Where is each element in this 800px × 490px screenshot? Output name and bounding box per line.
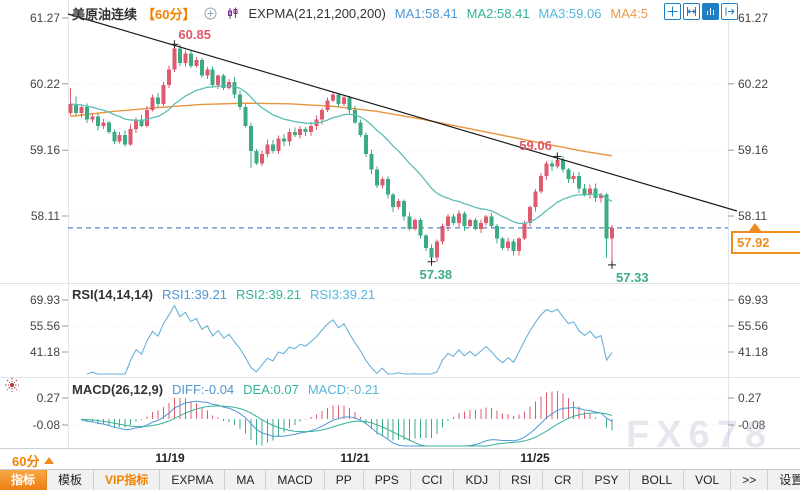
macd-panel-divider bbox=[0, 377, 800, 378]
left-axis-border bbox=[68, 0, 69, 468]
tab-vip-indicators[interactable]: VIP指标 bbox=[94, 470, 161, 490]
tab-templates[interactable]: 模板 bbox=[47, 470, 95, 490]
rsi3-value: RSI3:39.21 bbox=[310, 287, 376, 302]
date-label: 11/25 bbox=[520, 451, 550, 465]
rsi-tick: 55.56 bbox=[29, 319, 60, 333]
price-tick: 59.16 bbox=[29, 143, 60, 157]
indicator-cci[interactable]: CCI bbox=[411, 470, 455, 490]
macd-tick: -0.08 bbox=[32, 418, 60, 432]
timeframe-label[interactable]: 【60分】 bbox=[142, 7, 196, 22]
ma1-value: MA1:58.41 bbox=[394, 6, 458, 21]
rsi-tick: 55.56 bbox=[738, 319, 769, 333]
price-arrow-icon bbox=[749, 223, 761, 231]
period-text: 60分 bbox=[12, 454, 40, 469]
indicator-kdj[interactable]: KDJ bbox=[454, 470, 501, 490]
period-selector[interactable]: 60分 bbox=[12, 451, 55, 470]
macd-value: MACD:-0.21 bbox=[307, 382, 380, 397]
candlestick-chart-icon[interactable] bbox=[226, 7, 239, 20]
symbol-name: 美原油连续 bbox=[72, 7, 138, 22]
more-indicators-button[interactable]: >> bbox=[731, 470, 769, 490]
price-tick: 60.22 bbox=[738, 77, 769, 91]
price-annotation: 57.33 bbox=[616, 269, 649, 285]
ma2-value: MA2:58.41 bbox=[466, 6, 530, 21]
price-annotation: 59.06 bbox=[519, 138, 552, 154]
rsi-tick: 69.93 bbox=[29, 293, 60, 307]
price-tick: 60.22 bbox=[29, 77, 60, 91]
macd-tick: -0.08 bbox=[738, 418, 766, 432]
rsi-tick: 69.93 bbox=[738, 293, 769, 307]
macd-tick: 0.27 bbox=[738, 391, 762, 405]
indicator-boll[interactable]: BOLL bbox=[630, 470, 685, 490]
time-axis bbox=[0, 448, 800, 470]
date-label: 11/21 bbox=[340, 451, 370, 465]
dea-value: DEA:0.07 bbox=[243, 382, 299, 397]
price-tick: 61.27 bbox=[29, 11, 60, 25]
price-tick: 58.11 bbox=[738, 209, 768, 223]
triangle-up-icon bbox=[44, 457, 55, 464]
rsi-panel-divider bbox=[0, 283, 800, 284]
rsi1-value: RSI1:39.21 bbox=[161, 287, 227, 302]
price-annotation: 57.38 bbox=[419, 266, 453, 282]
indicator-pp[interactable]: PP bbox=[325, 470, 364, 490]
indicator-rsi[interactable]: RSI bbox=[500, 470, 544, 490]
macd-header: MACD(26,12,9) DIFF:-0.04 DEA:0.07 MACD:-… bbox=[72, 382, 379, 397]
draw-tool-icon[interactable] bbox=[702, 3, 719, 20]
add-indicator-icon[interactable] bbox=[204, 7, 217, 20]
rsi-title[interactable]: RSI(14,14,14) bbox=[72, 287, 153, 302]
rsi-tick: 41.18 bbox=[29, 345, 60, 359]
indicator-cr[interactable]: CR bbox=[543, 470, 584, 490]
rsi-tick: 41.18 bbox=[738, 345, 769, 359]
last-price-marker: 57.92 bbox=[731, 231, 800, 254]
macd-title[interactable]: MACD(26,12,9) bbox=[72, 382, 164, 397]
price-tick: 61.27 bbox=[738, 11, 769, 25]
indicator-psy[interactable]: PSY bbox=[583, 470, 631, 490]
indicator-toolbar: 指标 模板 VIP指标 EXPMA MA MACD PP PPS CCI KDJ… bbox=[0, 469, 800, 490]
ma4-value: MA4:5 bbox=[610, 6, 648, 21]
indicator-expma[interactable]: EXPMA bbox=[160, 470, 226, 490]
indicator-ma[interactable]: MA bbox=[225, 470, 267, 490]
indicator-vol[interactable]: VOL bbox=[684, 470, 732, 490]
right-axis-border bbox=[728, 0, 729, 468]
price-annotation: 60.85 bbox=[178, 27, 211, 43]
price-tick: 59.16 bbox=[738, 143, 769, 157]
macd-tick: 0.27 bbox=[36, 391, 60, 405]
indicator-pps[interactable]: PPS bbox=[364, 470, 411, 490]
date-label: 11/19 bbox=[155, 451, 185, 465]
rsi2-value: RSI2:39.21 bbox=[235, 287, 302, 302]
main-chart-canvas[interactable] bbox=[0, 0, 800, 448]
tab-indicators[interactable]: 指标 bbox=[0, 470, 48, 490]
range-select-icon[interactable] bbox=[683, 3, 700, 20]
crosshair-icon[interactable] bbox=[664, 3, 681, 20]
ma3-value: MA3:59.06 bbox=[538, 6, 602, 21]
hot-indicator-icon[interactable] bbox=[4, 377, 20, 398]
indicator-macd[interactable]: MACD bbox=[266, 470, 325, 490]
settings-button[interactable]: 设置 bbox=[768, 470, 800, 490]
chart-tools bbox=[664, 3, 738, 20]
export-icon[interactable] bbox=[721, 3, 738, 20]
price-tick: 58.11 bbox=[30, 209, 60, 223]
rsi-header: RSI(14,14,14) RSI1:39.21 RSI2:39.21 RSI3… bbox=[72, 287, 375, 302]
chart-header: 美原油连续 【60分】 EXPMA(21,21,200,200) MA1:58.… bbox=[72, 4, 648, 23]
indicator-name[interactable]: EXPMA(21,21,200,200) bbox=[248, 6, 386, 21]
diff-value: DIFF:-0.04 bbox=[172, 382, 235, 397]
